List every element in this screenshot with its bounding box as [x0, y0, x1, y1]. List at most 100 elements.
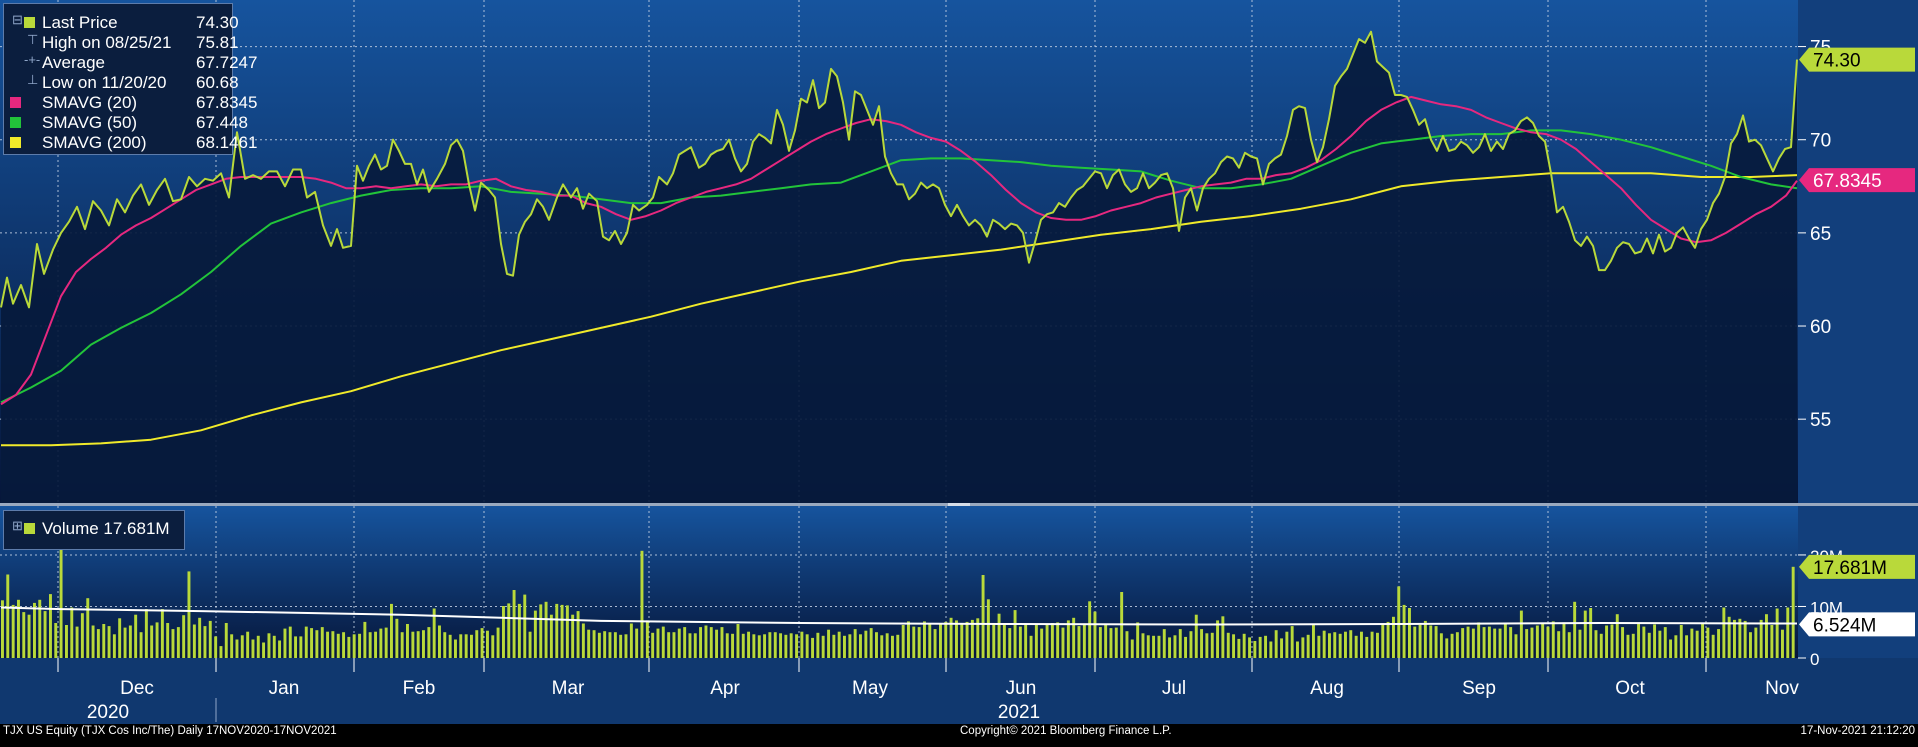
volume-bar [208, 620, 212, 658]
volume-callout-label: 17.681M [1813, 558, 1887, 579]
volume-bar [1743, 620, 1747, 658]
volume-bar [549, 614, 553, 658]
volume-bar [1056, 622, 1060, 658]
volume-bar [1781, 629, 1784, 658]
volume-bar [859, 634, 862, 658]
volume-bar [1717, 629, 1721, 658]
volume-bar [1253, 641, 1257, 658]
volume-bar [1328, 633, 1331, 658]
volume-bar [1711, 634, 1715, 658]
volume-bar [1333, 632, 1337, 658]
footer-security: TJX US Equity (TJX Cos Inc/The) Daily 17… [3, 725, 337, 737]
volume-bar [363, 621, 367, 658]
smavg-200-line [1, 172, 1798, 447]
volume-bar [1461, 628, 1465, 658]
volume-bar [326, 631, 330, 658]
volume-bar [1695, 630, 1699, 658]
volume-bar [347, 636, 351, 658]
volume-bar [821, 635, 825, 658]
volume-bar [310, 628, 314, 658]
footer-bar [0, 724, 1918, 742]
volume-bar [816, 632, 820, 658]
volume-bar [843, 635, 846, 658]
volume-bar [704, 625, 708, 658]
volume-bar [107, 626, 111, 658]
volume-bar [1002, 624, 1006, 658]
volume-average-callout [1799, 612, 1915, 637]
legend-label: Last Price [42, 13, 118, 32]
volume-bar [1269, 641, 1273, 658]
volume-bar [1077, 626, 1081, 658]
volume-bar [1578, 629, 1582, 658]
volume-bar [1487, 626, 1491, 658]
volume-bar [1, 600, 4, 658]
volume-bar [1722, 607, 1726, 658]
legend-label: Low on 11/20/20 [42, 73, 167, 92]
volume-bar [1205, 633, 1209, 658]
y-axis-panel [1798, 0, 1918, 724]
volume-bar [1557, 631, 1561, 658]
volume-bar [448, 634, 452, 658]
volume-bar [1562, 622, 1566, 658]
volume-bar [1605, 625, 1609, 658]
volume-bar [416, 631, 420, 658]
volume-bar [267, 633, 271, 658]
volume-bar [1162, 629, 1166, 658]
volume-bar [464, 634, 468, 658]
volume-bar [1237, 638, 1241, 658]
legend-label: Volume 17.681M [42, 519, 170, 538]
volume-bar [1210, 632, 1214, 658]
x-tick-label: Jun [1006, 678, 1037, 699]
volume-bar [1242, 633, 1246, 658]
volume-bar [454, 639, 457, 658]
volume-bar [981, 575, 985, 658]
volume-bar [1434, 626, 1438, 658]
volume-bar [997, 613, 1001, 658]
volume-bar [1354, 635, 1358, 658]
volume-bar [555, 603, 559, 658]
volume-bar [1306, 634, 1310, 658]
expand-icon[interactable]: ⊞ [12, 518, 23, 533]
volume-bar [1439, 633, 1443, 658]
volume-bar [624, 634, 628, 658]
volume-bar [390, 603, 393, 658]
x-year-label: 2021 [998, 702, 1040, 723]
legend-label: SMAVG (20) [42, 93, 138, 112]
volume-bar [667, 632, 671, 658]
x-tick-label: May [852, 678, 888, 699]
volume-bar [1141, 633, 1145, 658]
volume-bar [1088, 601, 1092, 658]
volume-bar [246, 631, 250, 658]
volume-bar [1701, 623, 1705, 658]
volume-bar [1029, 635, 1033, 658]
collapse-icon[interactable]: ⊟ [12, 12, 23, 27]
volume-bar [1301, 637, 1305, 658]
volume-bar [608, 632, 612, 658]
volume-bar [597, 632, 601, 658]
volume-bar [709, 627, 713, 658]
volume-bar [49, 594, 52, 658]
volume-bar [1258, 636, 1262, 658]
volume-bar [374, 631, 378, 658]
volume-bar [1530, 627, 1534, 658]
volume-bar [864, 630, 868, 658]
volume-bar [1402, 604, 1406, 658]
volume-bar [102, 624, 106, 658]
volume-bar [907, 621, 910, 658]
volume-bar [1770, 625, 1774, 658]
volume-bar [986, 599, 990, 658]
smavg20-callout [1799, 168, 1915, 193]
volume-bar [1024, 624, 1028, 658]
volume-bar [869, 628, 873, 658]
volume-bar [1173, 635, 1177, 658]
volume-bar [1280, 638, 1284, 658]
smavg-50-line [0, 129, 1798, 404]
volume-bar [1408, 608, 1411, 658]
volume-bar [1168, 637, 1172, 658]
volume-bar [1690, 628, 1694, 658]
volume-bar [1663, 627, 1667, 658]
volume-bar [1791, 566, 1795, 658]
volume-bar [757, 635, 761, 658]
volume-bar [741, 633, 745, 658]
volume-bar [1082, 624, 1086, 658]
